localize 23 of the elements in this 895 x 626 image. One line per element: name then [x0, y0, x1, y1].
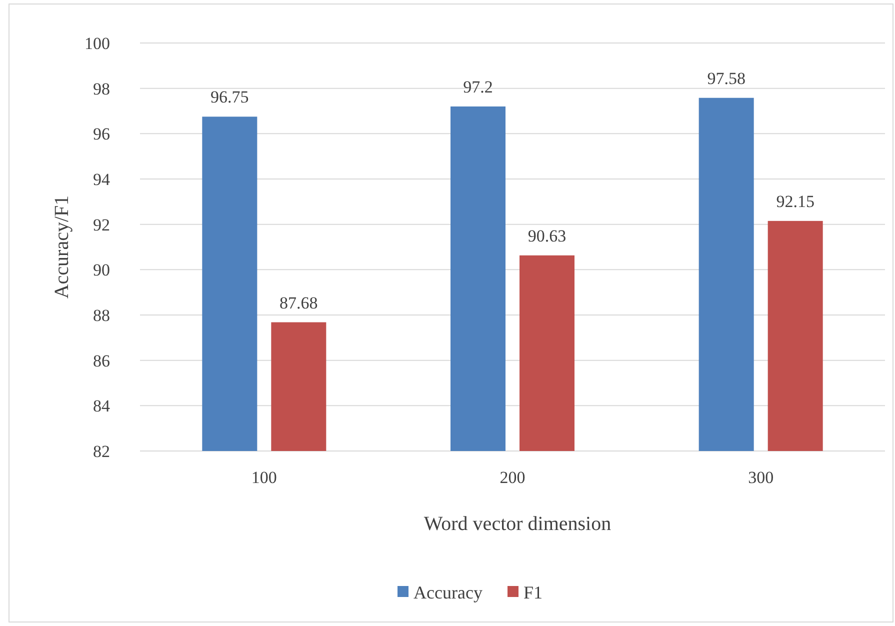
- y-tick-label: 100: [84, 34, 110, 53]
- x-tick-label: 200: [500, 468, 526, 487]
- data-label: 97.2: [463, 77, 493, 96]
- y-tick-label: 96: [93, 124, 110, 144]
- legend-label: F1: [524, 582, 543, 602]
- data-label: 92.15: [776, 192, 814, 211]
- y-tick-label: 86: [93, 351, 110, 370]
- y-tick-label: 92: [93, 215, 110, 234]
- x-tick-label: 300: [748, 468, 774, 487]
- data-label: 90.63: [528, 226, 566, 246]
- data-label: 87.68: [280, 293, 318, 312]
- x-tick-label: 100: [251, 468, 277, 487]
- y-tick-label: 90: [93, 260, 110, 280]
- data-label: 97.58: [707, 68, 746, 88]
- y-tick-label: 84: [93, 396, 110, 416]
- y-tick-label: 94: [93, 170, 110, 189]
- x-axis-title: Word vector dimension: [424, 513, 612, 535]
- data-label: 96.75: [210, 88, 249, 107]
- legend-label: Accuracy: [414, 582, 482, 602]
- y-tick-label: 82: [93, 442, 110, 461]
- y-tick-label: 88: [93, 306, 110, 325]
- y-axis-title: Accuracy/F1: [51, 195, 73, 299]
- y-tick-label: 98: [93, 79, 110, 98]
